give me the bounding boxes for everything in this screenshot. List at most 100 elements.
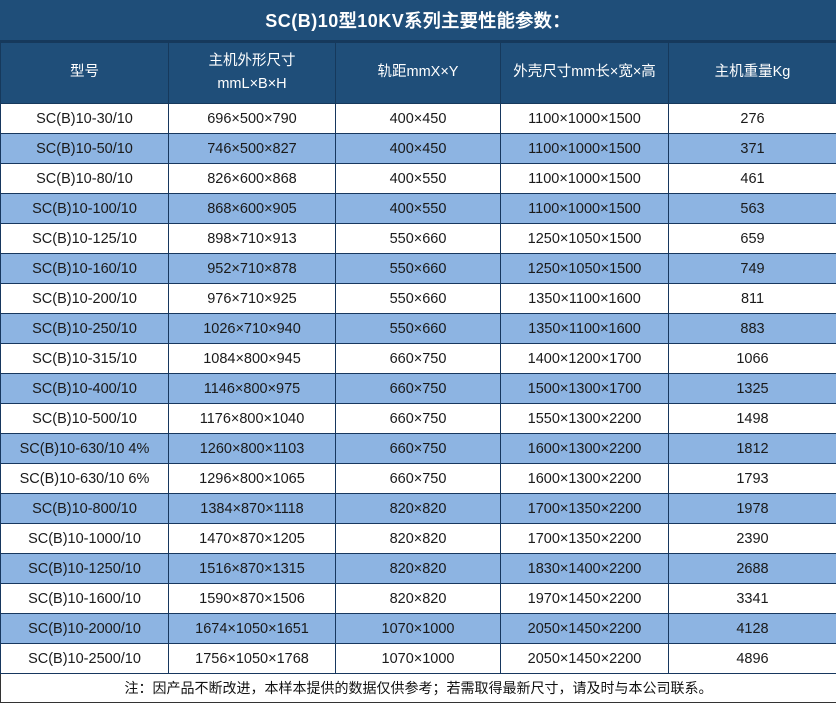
column-header: 主机外形尺寸 mmL×B×H bbox=[168, 42, 336, 104]
table-cell: 400×550 bbox=[335, 163, 501, 194]
table-cell: 1100×1000×1500 bbox=[500, 133, 669, 164]
table-cell: 1296×800×1065 bbox=[168, 463, 336, 494]
table-row: SC(B)10-500/10 1176×800×1040 660×750 1550×1… bbox=[0, 403, 836, 434]
table-cell: 1100×1000×1500 bbox=[500, 103, 669, 134]
table-row: SC(B)10-30/10 696×500×790 400×450 1100×1000… bbox=[0, 103, 836, 134]
table-row: SC(B)10-400/10 1146×800×975 660×750 1500×13… bbox=[0, 373, 836, 404]
table-cell: 1700×1350×2200 bbox=[500, 523, 669, 554]
table-cell: 2688 bbox=[668, 553, 836, 584]
table-cell: 1498 bbox=[668, 403, 836, 434]
table-cell: 1793 bbox=[668, 463, 836, 494]
table-cell: 1100×1000×1500 bbox=[500, 193, 669, 224]
table-cell: 660×750 bbox=[335, 343, 501, 374]
table-cell: 1400×1200×1700 bbox=[500, 343, 669, 374]
table-cell: SC(B)10-800/10 bbox=[0, 493, 169, 524]
table-cell: 898×710×913 bbox=[168, 223, 336, 254]
table-cell: 4128 bbox=[668, 613, 836, 644]
table-row: SC(B)10-630/10 4% 1260×800×1103 660×750 160… bbox=[0, 433, 836, 464]
table-cell: 2050×1450×2200 bbox=[500, 643, 669, 674]
table-cell: 1176×800×1040 bbox=[168, 403, 336, 434]
table-cell: SC(B)10-500/10 bbox=[0, 403, 169, 434]
table-cell: 1756×1050×1768 bbox=[168, 643, 336, 674]
table-row: SC(B)10-2000/10 1674×1050×1651 1070×1000 20… bbox=[0, 613, 836, 644]
table-cell: SC(B)10-160/10 bbox=[0, 253, 169, 284]
table-cell: SC(B)10-80/10 bbox=[0, 163, 169, 194]
table-row: SC(B)10-125/10 898×710×913 550×660 1250×105… bbox=[0, 223, 836, 254]
table-cell: SC(B)10-100/10 bbox=[0, 193, 169, 224]
table-cell: 1600×1300×2200 bbox=[500, 463, 669, 494]
table-cell: 820×820 bbox=[335, 553, 501, 584]
table-cell: 952×710×878 bbox=[168, 253, 336, 284]
table-cell: SC(B)10-1600/10 bbox=[0, 583, 169, 614]
table-cell: 1830×1400×2200 bbox=[500, 553, 669, 584]
table-cell: 820×820 bbox=[335, 583, 501, 614]
table-cell: 746×500×827 bbox=[168, 133, 336, 164]
table-cell: 1500×1300×1700 bbox=[500, 373, 669, 404]
table-cell: 1250×1050×1500 bbox=[500, 223, 669, 254]
table-cell: 696×500×790 bbox=[168, 103, 336, 134]
column-header: 外壳尺寸mm长×宽×高 bbox=[500, 42, 669, 104]
table-cell: 1026×710×940 bbox=[168, 313, 336, 344]
table-cell: 1970×1450×2200 bbox=[500, 583, 669, 614]
table-cell: SC(B)10-1000/10 bbox=[0, 523, 169, 554]
table-cell: 660×750 bbox=[335, 373, 501, 404]
table-row: SC(B)10-1250/10 1516×870×1315 820×820 1830×… bbox=[0, 553, 836, 584]
table-cell: 1100×1000×1500 bbox=[500, 163, 669, 194]
table-row: SC(B)10-315/10 1084×800×945 660×750 1400×12… bbox=[0, 343, 836, 374]
column-header: 主机重量Kg bbox=[668, 42, 836, 104]
table-cell: SC(B)10-2500/10 bbox=[0, 643, 169, 674]
table-cell: 550×660 bbox=[335, 223, 501, 254]
table-cell: SC(B)10-630/10 6% bbox=[0, 463, 169, 494]
table-cell: SC(B)10-200/10 bbox=[0, 283, 169, 314]
table-cell: 1146×800×975 bbox=[168, 373, 336, 404]
header-row: 型号 主机外形尺寸 mmL×B×H 轨距mmX×Y 外壳尺寸mm长×宽×高 主机重量Kg bbox=[0, 42, 836, 104]
table-cell: 660×750 bbox=[335, 433, 501, 464]
column-header: 轨距mmX×Y bbox=[335, 42, 501, 104]
table-cell: 1516×870×1315 bbox=[168, 553, 336, 584]
column-header: 型号 bbox=[0, 42, 169, 104]
table-cell: 1070×1000 bbox=[335, 643, 501, 674]
table-cell: 660×750 bbox=[335, 403, 501, 434]
footer-note: 注：因产品不断改进，本样本提供的数据仅供参考；若需取得最新尺寸，请及时与本公司联… bbox=[0, 673, 836, 703]
table-row: SC(B)10-630/10 6% 1296×800×1065 660×750 160… bbox=[0, 463, 836, 494]
table-cell: 1084×800×945 bbox=[168, 343, 336, 374]
table-cell: 1470×870×1205 bbox=[168, 523, 336, 554]
table-row: SC(B)10-160/10 952×710×878 550×660 1250×105… bbox=[0, 253, 836, 284]
table-cell: 400×450 bbox=[335, 133, 501, 164]
table-cell: SC(B)10-315/10 bbox=[0, 343, 169, 374]
table-cell: 563 bbox=[668, 193, 836, 224]
table-cell: 1325 bbox=[668, 373, 836, 404]
table-cell: 4896 bbox=[668, 643, 836, 674]
table-cell: 659 bbox=[668, 223, 836, 254]
table-cell: 400×550 bbox=[335, 193, 501, 224]
table-cell: 1260×800×1103 bbox=[168, 433, 336, 464]
table-cell: 1978 bbox=[668, 493, 836, 524]
table-cell: SC(B)10-125/10 bbox=[0, 223, 169, 254]
table-body: SC(B)10-30/10 696×500×790 400×450 1100×1000… bbox=[0, 103, 836, 674]
table-cell: 811 bbox=[668, 283, 836, 314]
table-cell: 1812 bbox=[668, 433, 836, 464]
footer-note-row: 注：因产品不断改进，本样本提供的数据仅供参考；若需取得最新尺寸，请及时与本公司联… bbox=[0, 673, 836, 703]
table-row: SC(B)10-250/10 1026×710×940 550×660 1350×11… bbox=[0, 313, 836, 344]
table-cell: 3341 bbox=[668, 583, 836, 614]
table-row: SC(B)10-100/10 868×600×905 400×550 1100×100… bbox=[0, 193, 836, 224]
table-cell: 1590×870×1506 bbox=[168, 583, 336, 614]
table-cell: 400×450 bbox=[335, 103, 501, 134]
table-cell: 276 bbox=[668, 103, 836, 134]
table-row: SC(B)10-50/10 746×500×827 400×450 1100×1000… bbox=[0, 133, 836, 164]
table-cell: SC(B)10-30/10 bbox=[0, 103, 169, 134]
table-cell: 1674×1050×1651 bbox=[168, 613, 336, 644]
table-cell: 550×660 bbox=[335, 283, 501, 314]
table-cell: 2390 bbox=[668, 523, 836, 554]
table-cell: 660×750 bbox=[335, 463, 501, 494]
table-cell: 826×600×868 bbox=[168, 163, 336, 194]
page-title: SC(B)10型10KV系列主要性能参数： bbox=[0, 0, 836, 42]
table-cell: 461 bbox=[668, 163, 836, 194]
table-cell: 868×600×905 bbox=[168, 193, 336, 224]
table-cell: 1070×1000 bbox=[335, 613, 501, 644]
table-cell: 1066 bbox=[668, 343, 836, 374]
table-cell: 1250×1050×1500 bbox=[500, 253, 669, 284]
table-row: SC(B)10-1000/10 1470×870×1205 820×820 1700×… bbox=[0, 523, 836, 554]
table-cell: SC(B)10-250/10 bbox=[0, 313, 169, 344]
